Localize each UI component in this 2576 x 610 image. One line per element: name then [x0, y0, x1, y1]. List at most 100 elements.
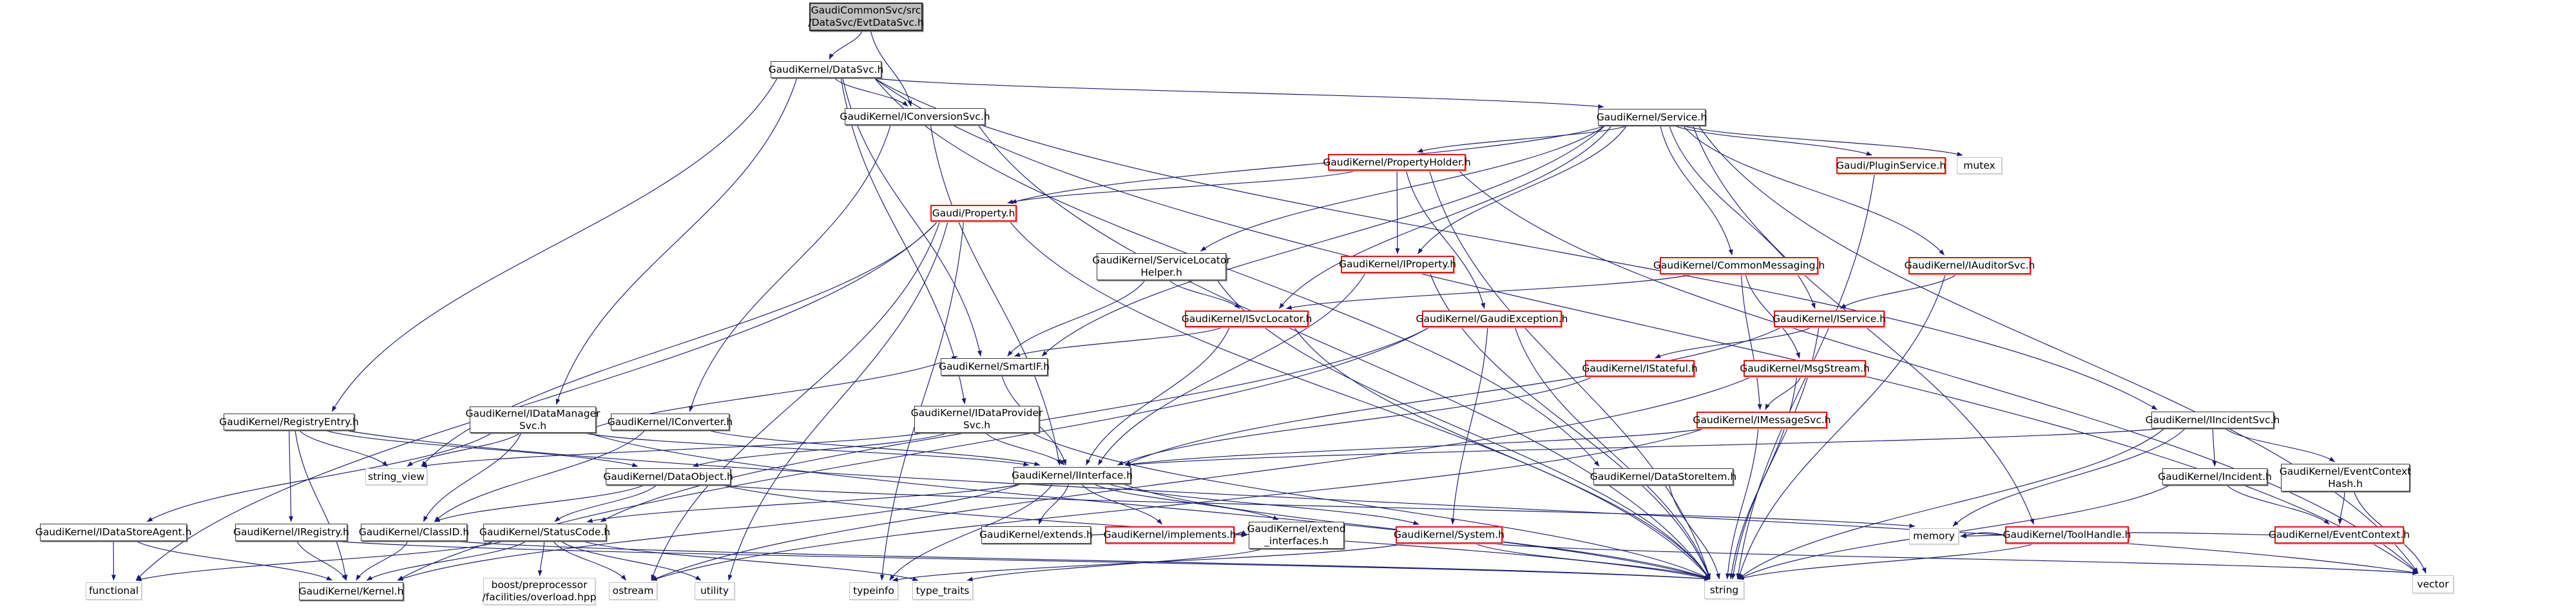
edge-datasvc-to-idataprovidersvc [840, 78, 966, 405]
node-label: mutex [1963, 159, 1995, 171]
node-utility: utility [695, 582, 735, 600]
node-label: GaudiKernel/DataObject.h [603, 470, 733, 482]
edge-iinterface-to-implements [1081, 484, 1162, 525]
node-implements[interactable]: GaudiKernel/implements.h [1103, 526, 1236, 544]
edge-system-to-vector [1495, 544, 2419, 575]
edge-commonmessaging-to-isvclocator [1285, 274, 1690, 310]
edge-datasvc-to-idatamanagersvc [555, 78, 798, 405]
node-idatamanagersvc[interactable]: GaudiKernel/IDataManager Svc.h [466, 406, 600, 433]
node-label: GaudiKernel/IIncidentSvc.h [2145, 414, 2280, 426]
node-label: Gaudi/PluginService.h [1836, 159, 1946, 171]
node-isvclocator[interactable]: GaudiKernel/ISvcLocator.h [1181, 310, 1312, 327]
node-label: GaudiKernel/extends.h [979, 529, 1093, 540]
node-iservice[interactable]: GaudiKernel/IService.h [1773, 310, 1886, 327]
edge-isvclocator-to-smartif [1014, 327, 1222, 357]
node-service[interactable]: GaudiKernel/Service.h [1596, 109, 1707, 126]
node-iinterface[interactable]: GaudiKernel/IInterface.h [1011, 467, 1133, 484]
edge-idatamanagersvc-to-classid [423, 433, 522, 522]
node-classid[interactable]: GaudiKernel/ClassID.h [359, 524, 469, 541]
node-eventcontexthash[interactable]: GaudiKernel/EventContext Hash.h [2280, 464, 2411, 491]
edge-datasvc-to-service [874, 78, 1604, 109]
edge-toolhandle-to-memory [1960, 532, 2004, 538]
edge-iservice-to-iinterface [1124, 327, 1781, 466]
edge-iauditorsvc-to-iservice [1840, 274, 1956, 309]
edge-datasvc-to-vector [874, 78, 2419, 574]
node-extends[interactable]: GaudiKernel/extends.h [979, 526, 1093, 544]
edge-propertyholder-to-property [1007, 171, 1355, 204]
node-dataobject[interactable]: GaudiKernel/DataObject.h [603, 468, 733, 485]
edge-service-to-servicelocatorhelper [1200, 126, 1605, 252]
node-pluginservice[interactable]: Gaudi/PluginService.h [1836, 157, 1946, 174]
node-idataprovidersvc[interactable]: GaudiKernel/IDataProvider Svc.h [911, 406, 1043, 433]
node-label: GaudiKernel/IInterface.h [1011, 469, 1133, 481]
edge-idatamanagersvc-to-string [589, 433, 1711, 580]
edge-isvclocator-to-iinterface [1086, 327, 1230, 466]
edge-iinterface-to-statuscode [586, 484, 1021, 523]
node-label: GaudiKernel/implements.h [1103, 529, 1236, 540]
edge-istateful-to-iinterface [1117, 377, 1592, 466]
node-label: string_view [368, 470, 425, 482]
edge-system-to-typeinfo [892, 544, 1403, 582]
node-iconverter[interactable]: GaudiKernel/IConverter.h [608, 414, 733, 430]
node-label: GaudiKernel/IProperty.h [1338, 258, 1457, 270]
node-incident[interactable]: GaudiKernel/Incident.h [2158, 468, 2272, 485]
edge-idataprovidersvc-to-string [1032, 433, 1711, 580]
node-smartif[interactable]: GaudiKernel/SmartIF.h [938, 358, 1050, 376]
node-label: GaudiKernel/IDataManager [465, 407, 601, 419]
edge-registryentry-to-vector [347, 430, 2419, 575]
node-boost_overload: boost/preprocessor/facilities/overload.h… [482, 578, 597, 605]
node-label: GaudiKernel/MsgStream.h [1740, 362, 1870, 374]
node-label: Svc.h [963, 419, 991, 431]
node-label: GaudiKernel/IMessageSvc.h [1693, 414, 1831, 426]
edge-registryentry-to-string_view [299, 430, 389, 467]
edge-iincidentsvc-to-memory [1952, 428, 2186, 527]
edge-iconversionsvc-to-string [978, 125, 1711, 580]
node-iproperty[interactable]: GaudiKernel/IProperty.h [1338, 256, 1457, 273]
edge-iincidentsvc-to-incident [2212, 428, 2217, 467]
node-eventcontext[interactable]: GaudiKernel/EventContext.h [2269, 526, 2410, 544]
node-iconversionsvc[interactable]: GaudiKernel/IConversionSvc.h [840, 108, 990, 125]
node-commonmessaging[interactable]: GaudiKernel/CommonMessaging.h [1653, 257, 1825, 274]
edge-msgstream-to-string [1729, 377, 1798, 580]
node-iauditorsvc[interactable]: GaudiKernel/IAuditorSvc.h [1905, 257, 2035, 274]
node-idatastoreagent[interactable]: GaudiKernel/IDataStoreAgent.h [35, 524, 191, 541]
node-servicelocatorhelper[interactable]: GaudiKernel/ServiceLocator Helper.h [1092, 253, 1231, 280]
edge-service-to-pluginservice [1675, 126, 1872, 156]
node-toolhandle[interactable]: GaudiKernel/ToolHandle.h [2003, 526, 2131, 544]
node-gaudiexception[interactable]: GaudiKernel/GaudiException.h [1416, 310, 1568, 327]
node-label: GaudiKernel/SmartIF.h [938, 361, 1050, 372]
edge-datasvc-to-registryentry [331, 78, 778, 412]
edge-dataobject-to-classid [434, 485, 643, 522]
node-extend_interfaces[interactable]: GaudiKernel/extend _interfaces.h [1247, 522, 1346, 549]
edge-iconverter-to-iinterface [710, 430, 1041, 466]
node-property[interactable]: Gaudi/Property.h [930, 205, 1017, 222]
node-registryentry[interactable]: GaudiKernel/RegistryEntry.h [219, 414, 359, 430]
node-label: GaudiKernel/PropertyHolder.h [1323, 156, 1471, 168]
edge-service-to-commonmessaging [1660, 126, 1733, 256]
edge-iregistry-to-string [340, 541, 1711, 581]
node-msgstream[interactable]: GaudiKernel/MsgStream.h [1740, 360, 1870, 377]
edge-iregistry-to-kernel [296, 541, 347, 581]
node-system[interactable]: GaudiKernel/System.h [1394, 526, 1504, 544]
node-datastoreitem[interactable]: GaudiKernel/DataStoreItem.h [1590, 468, 1737, 485]
node-iregistry[interactable]: GaudiKernel/IRegistry.h [233, 524, 349, 541]
edge-imessagesvc-to-string [1725, 428, 1759, 580]
edge-datasvc-to-iincidentsvc [874, 78, 2158, 410]
edge-servicelocatorhelper-to-isvclocator [1169, 280, 1240, 309]
node-label: /facilities/overload.hpp [482, 591, 597, 603]
node-label: GaudiKernel/CommonMessaging.h [1653, 260, 1825, 271]
edge-iincidentsvc-to-string [1738, 428, 2164, 580]
node-label: GaudiKernel/IAuditorSvc.h [1904, 260, 2035, 271]
node-iincidentsvc[interactable]: GaudiKernel/IIncidentSvc.h [2146, 412, 2280, 428]
node-statuscode[interactable]: GaudiKernel/StatusCode.h [479, 524, 610, 541]
node-label: GaudiKernel/DataStoreItem.h [1590, 470, 1737, 482]
node-propertyholder[interactable]: GaudiKernel/PropertyHolder.h [1323, 154, 1471, 171]
node-kernel[interactable]: GaudiKernel/Kernel.h [299, 582, 403, 600]
node-imessagesvc[interactable]: GaudiKernel/IMessageSvc.h [1693, 412, 1831, 428]
node-label: GaudiKernel/Service.h [1596, 111, 1707, 123]
node-label: GaudiKernel/ISvcLocator.h [1181, 312, 1312, 325]
node-datasvc[interactable]: GaudiKernel/DataSvc.h [769, 61, 883, 78]
node-istateful[interactable]: GaudiKernel/IStateful.h [1582, 360, 1698, 377]
node-label: utility [700, 585, 729, 596]
